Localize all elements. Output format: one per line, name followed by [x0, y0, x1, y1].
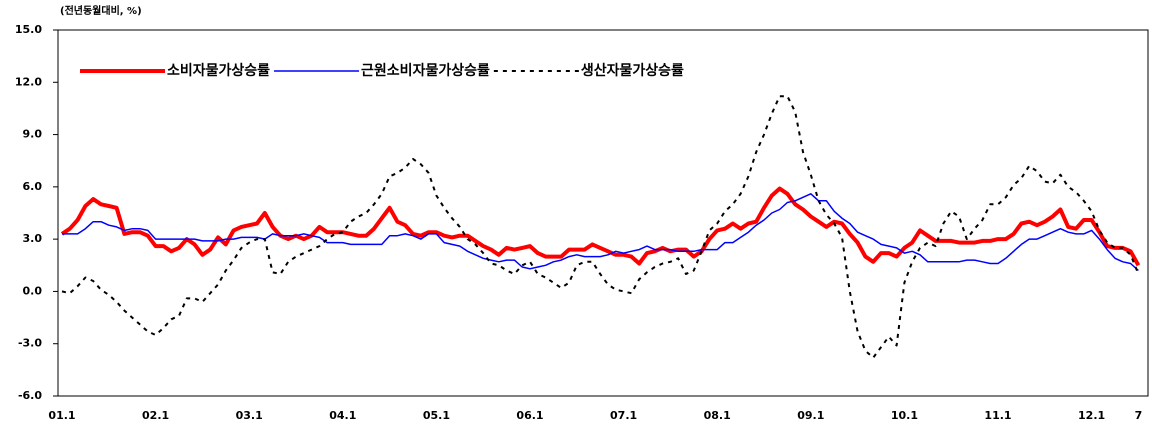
x-tick-label: 7 [1135, 409, 1143, 422]
x-tick-label: 01.1 [48, 409, 75, 422]
x-tick-label: 08.1 [704, 409, 731, 422]
plot-frame [57, 29, 1149, 397]
legend-label: 소비자물가상승률 [167, 62, 270, 79]
x-tick-label: 04.1 [329, 409, 356, 422]
y-tick-label: 6.0 [23, 180, 43, 193]
y-tick-label: -6.0 [18, 389, 42, 402]
y-tick-label: 0.0 [23, 284, 43, 297]
y-tick-label: -3.0 [18, 337, 42, 350]
y-tick-label: 15.0 [15, 23, 42, 36]
x-tick-label: 05.1 [423, 409, 450, 422]
x-tick-label: 12.1 [1078, 409, 1105, 422]
x-tick-label: 07.1 [610, 409, 637, 422]
y-tick-label: 12.0 [15, 75, 42, 88]
legend-label: 근원소비자물가상승률 [361, 62, 490, 79]
x-tick-label: 06.1 [516, 409, 543, 422]
y-tick-label: 9.0 [23, 128, 43, 141]
x-tick-label: 02.1 [142, 409, 169, 422]
series-line [61, 95, 1140, 359]
y-tick-label: 3.0 [23, 232, 43, 245]
legend-label: 생산자물가상승률 [581, 62, 684, 79]
chart-subtitle: (전년동월대비, %) [60, 4, 142, 17]
x-tick-label: 09.1 [797, 409, 824, 422]
series-line [62, 193, 1139, 272]
x-tick-label: 03.1 [236, 409, 263, 422]
series-line [60, 186, 1141, 267]
x-tick-label: 11.1 [984, 409, 1011, 422]
x-tick-label: 10.1 [891, 409, 918, 422]
